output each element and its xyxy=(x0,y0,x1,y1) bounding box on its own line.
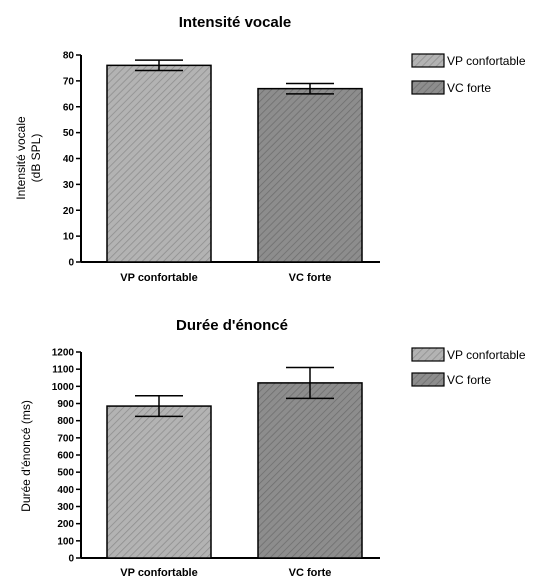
legend-swatch-1 xyxy=(411,347,445,362)
chart-2-title: Durée d'énoncé xyxy=(176,317,288,334)
chart-2-plot: 0 100 200 300 400 500 600 700 800 900 1000 1100 1200… xyxy=(52,348,380,578)
y-tick-label: 80 xyxy=(63,51,75,62)
chart-1-ylabel-line-1: Intensité vocale xyxy=(14,116,28,200)
y-tick-label: 700 xyxy=(57,433,74,444)
y-tick-label: 300 xyxy=(57,502,74,513)
y-tick-label: 30 xyxy=(63,180,75,191)
bar-1 xyxy=(106,64,212,263)
y-tick-label: 400 xyxy=(57,485,74,496)
legend-label-1: VP confortable xyxy=(447,54,526,68)
chart-duree: Durée d'énoncé Durée d'énoncé (ms) 0 100 2… xyxy=(19,317,526,578)
chart-1-title: Intensité vocale xyxy=(179,14,292,31)
legend-label-1: VP confortable xyxy=(447,348,526,362)
legend-label-2: VC forte xyxy=(447,81,491,95)
legend-label-2: VC forte xyxy=(447,373,491,387)
legend-swatch-2 xyxy=(411,372,445,387)
y-tick-label: 0 xyxy=(68,258,74,269)
category-label-1: VP confortable xyxy=(120,272,197,284)
y-tick-label: 1100 xyxy=(52,365,74,376)
y-tick-label: 40 xyxy=(63,154,75,165)
y-tick-label: 0 xyxy=(68,554,74,565)
y-tick-label: 500 xyxy=(57,468,74,479)
chart-1-legend: VP confortable VC forte xyxy=(411,53,526,95)
chart-2-ylabel: Durée d'énoncé (ms) xyxy=(19,400,33,512)
y-tick-label: 100 xyxy=(57,536,74,547)
chart-1-plot: 0 10 20 30 40 50 60 70 80 VP confortable VC forte xyxy=(63,51,380,284)
y-tick-label: 20 xyxy=(63,206,75,217)
y-tick-label: 900 xyxy=(57,399,74,410)
y-tick-label: 60 xyxy=(63,102,75,113)
category-label-2: VC forte xyxy=(289,272,332,284)
legend-swatch-2 xyxy=(411,80,445,95)
bar-2 xyxy=(257,87,363,263)
legend-swatch-1 xyxy=(411,53,445,68)
chart-2-legend: VP confortable VC forte xyxy=(411,347,526,387)
bar-1 xyxy=(106,405,212,559)
y-tick-label: 1000 xyxy=(52,382,75,393)
y-tick-label: 200 xyxy=(57,519,74,530)
y-tick-label: 1200 xyxy=(52,348,75,359)
chart-1-ylabel-line-2: (dB SPL) xyxy=(29,134,43,183)
category-label-1: VP confortable xyxy=(120,567,197,578)
chart-intensite: Intensité vocale Intensité vocale (dB SP… xyxy=(14,14,526,284)
category-label-2: VC forte xyxy=(289,567,332,578)
y-tick-label: 600 xyxy=(57,451,74,462)
y-tick-label: 50 xyxy=(63,128,75,139)
y-tick-label: 10 xyxy=(63,232,75,243)
y-tick-label: 800 xyxy=(57,416,74,427)
bar-2 xyxy=(257,382,363,559)
y-tick-label: 70 xyxy=(63,76,75,87)
